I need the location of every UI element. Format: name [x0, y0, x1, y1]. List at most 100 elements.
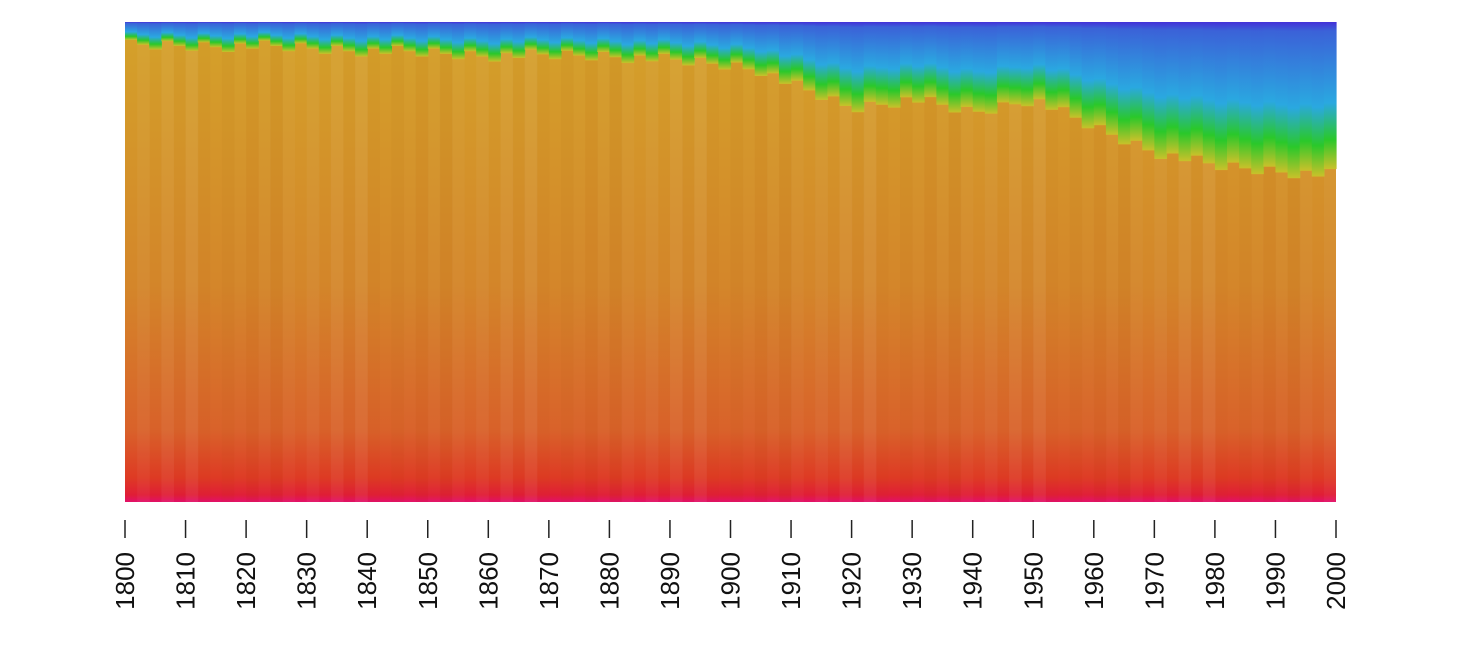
heatmap-column	[476, 22, 489, 503]
heatmap-column	[1214, 22, 1228, 171]
heatmap-column	[1323, 22, 1337, 502]
heatmap-column	[960, 22, 974, 107]
heatmap-column	[1081, 22, 1095, 129]
x-tick-label: 1900	[716, 552, 746, 610]
heatmap-column	[1154, 22, 1168, 503]
heatmap-column	[173, 22, 187, 46]
heatmap-column	[500, 22, 514, 502]
heatmap-column	[1299, 22, 1313, 171]
heatmap-column	[1178, 22, 1192, 502]
x-tick-label: 1990	[1260, 552, 1290, 610]
heatmap-column	[936, 22, 950, 105]
x-tick-label: 1830	[292, 552, 322, 610]
heatmap-column	[863, 22, 877, 503]
heatmap-column	[1069, 22, 1083, 502]
heatmap-column	[766, 22, 780, 74]
heatmap-column	[597, 22, 610, 52]
heatmap-column	[536, 22, 550, 55]
heatmap-column	[815, 22, 828, 502]
heatmap-column	[742, 22, 756, 70]
heatmap-column	[488, 22, 502, 62]
heatmap-column	[391, 22, 405, 502]
x-axis: 1800 1810 1820 1830 1840 1850 1860 1870 1880 1890…	[110, 520, 1351, 610]
heatmap-column	[669, 22, 683, 503]
heatmap-column	[427, 22, 441, 49]
heatmap-column	[1239, 22, 1252, 502]
x-tick-label: 1960	[1079, 552, 1109, 610]
heatmap-column	[803, 22, 816, 91]
heatmap-column	[1227, 22, 1240, 163]
heatmap-column	[524, 22, 538, 502]
heatmap-column	[657, 22, 671, 54]
heatmap-column	[948, 22, 962, 502]
heatmap-column	[1275, 22, 1289, 173]
heatmap-column	[851, 22, 865, 113]
heatmap-column	[1093, 22, 1107, 502]
heatmap-column	[318, 22, 332, 54]
heatmap-column	[1311, 22, 1325, 177]
heatmap-column	[791, 22, 804, 81]
heatmap-column	[1021, 22, 1034, 107]
heatmap-column	[342, 22, 356, 52]
x-tick-label: 1890	[655, 552, 685, 610]
x-tick-label: 1970	[1139, 552, 1169, 610]
heatmap-column	[137, 22, 150, 503]
heatmap-column	[560, 22, 574, 503]
heatmap-column	[258, 22, 271, 41]
heatmap-column	[1166, 22, 1180, 154]
heatmap-column	[233, 22, 247, 44]
x-tick-label: 1840	[352, 552, 382, 610]
heatmap-column	[1251, 22, 1264, 175]
heatmap-plot	[125, 22, 1337, 503]
heatmap-column	[185, 22, 199, 503]
heatmap-column	[984, 22, 998, 503]
heatmap-column	[621, 22, 635, 64]
heatmap-column	[451, 22, 465, 60]
x-tick-label: 1950	[1018, 552, 1048, 610]
heatmap-column	[221, 22, 235, 502]
heatmap-column	[573, 22, 586, 56]
heatmap-column	[1263, 22, 1277, 502]
heatmap-column	[270, 22, 284, 502]
heatmap-column	[1009, 22, 1022, 502]
heatmap-column	[330, 22, 344, 502]
heatmap-column	[1118, 22, 1131, 502]
heatmap-column	[972, 22, 986, 112]
heatmap-column	[912, 22, 925, 103]
x-tick-label: 1940	[958, 552, 988, 610]
heatmap-column	[379, 22, 393, 54]
x-tick-label: 1870	[534, 552, 564, 610]
heatmap-column	[996, 22, 1010, 103]
heatmap-column	[355, 22, 368, 503]
x-tick-label: 1800	[110, 552, 140, 610]
heatmap-column	[887, 22, 901, 108]
heatmap-column	[682, 22, 695, 66]
heatmap-column	[778, 22, 792, 503]
heatmap-column	[633, 22, 647, 56]
heatmap-column	[403, 22, 417, 52]
heatmap-column	[924, 22, 937, 503]
heatmap-column	[645, 22, 659, 503]
heatmap-column	[827, 22, 841, 97]
heatmap-column	[282, 22, 296, 52]
heatmap-column	[1142, 22, 1155, 151]
heatmap-column	[1190, 22, 1204, 156]
heatmap-column	[1033, 22, 1046, 502]
x-tick-label: 1850	[413, 552, 443, 610]
heatmap-column	[706, 22, 719, 64]
heatmap-column	[246, 22, 259, 502]
heatmap-column	[875, 22, 889, 105]
x-tick-label: 1910	[776, 552, 806, 610]
x-tick-label: 2000	[1321, 552, 1351, 610]
heatmap-column	[149, 22, 162, 50]
x-tick-label: 1820	[231, 552, 261, 610]
heatmap-column	[125, 22, 138, 40]
heatmap-column	[694, 22, 707, 502]
x-tick-label: 1930	[897, 552, 927, 610]
heatmap-column	[1105, 22, 1119, 135]
heatmap-column	[1057, 22, 1071, 108]
heatmap-column	[1287, 22, 1301, 503]
heatmap-column	[306, 22, 320, 502]
heatmap-column	[439, 22, 453, 503]
